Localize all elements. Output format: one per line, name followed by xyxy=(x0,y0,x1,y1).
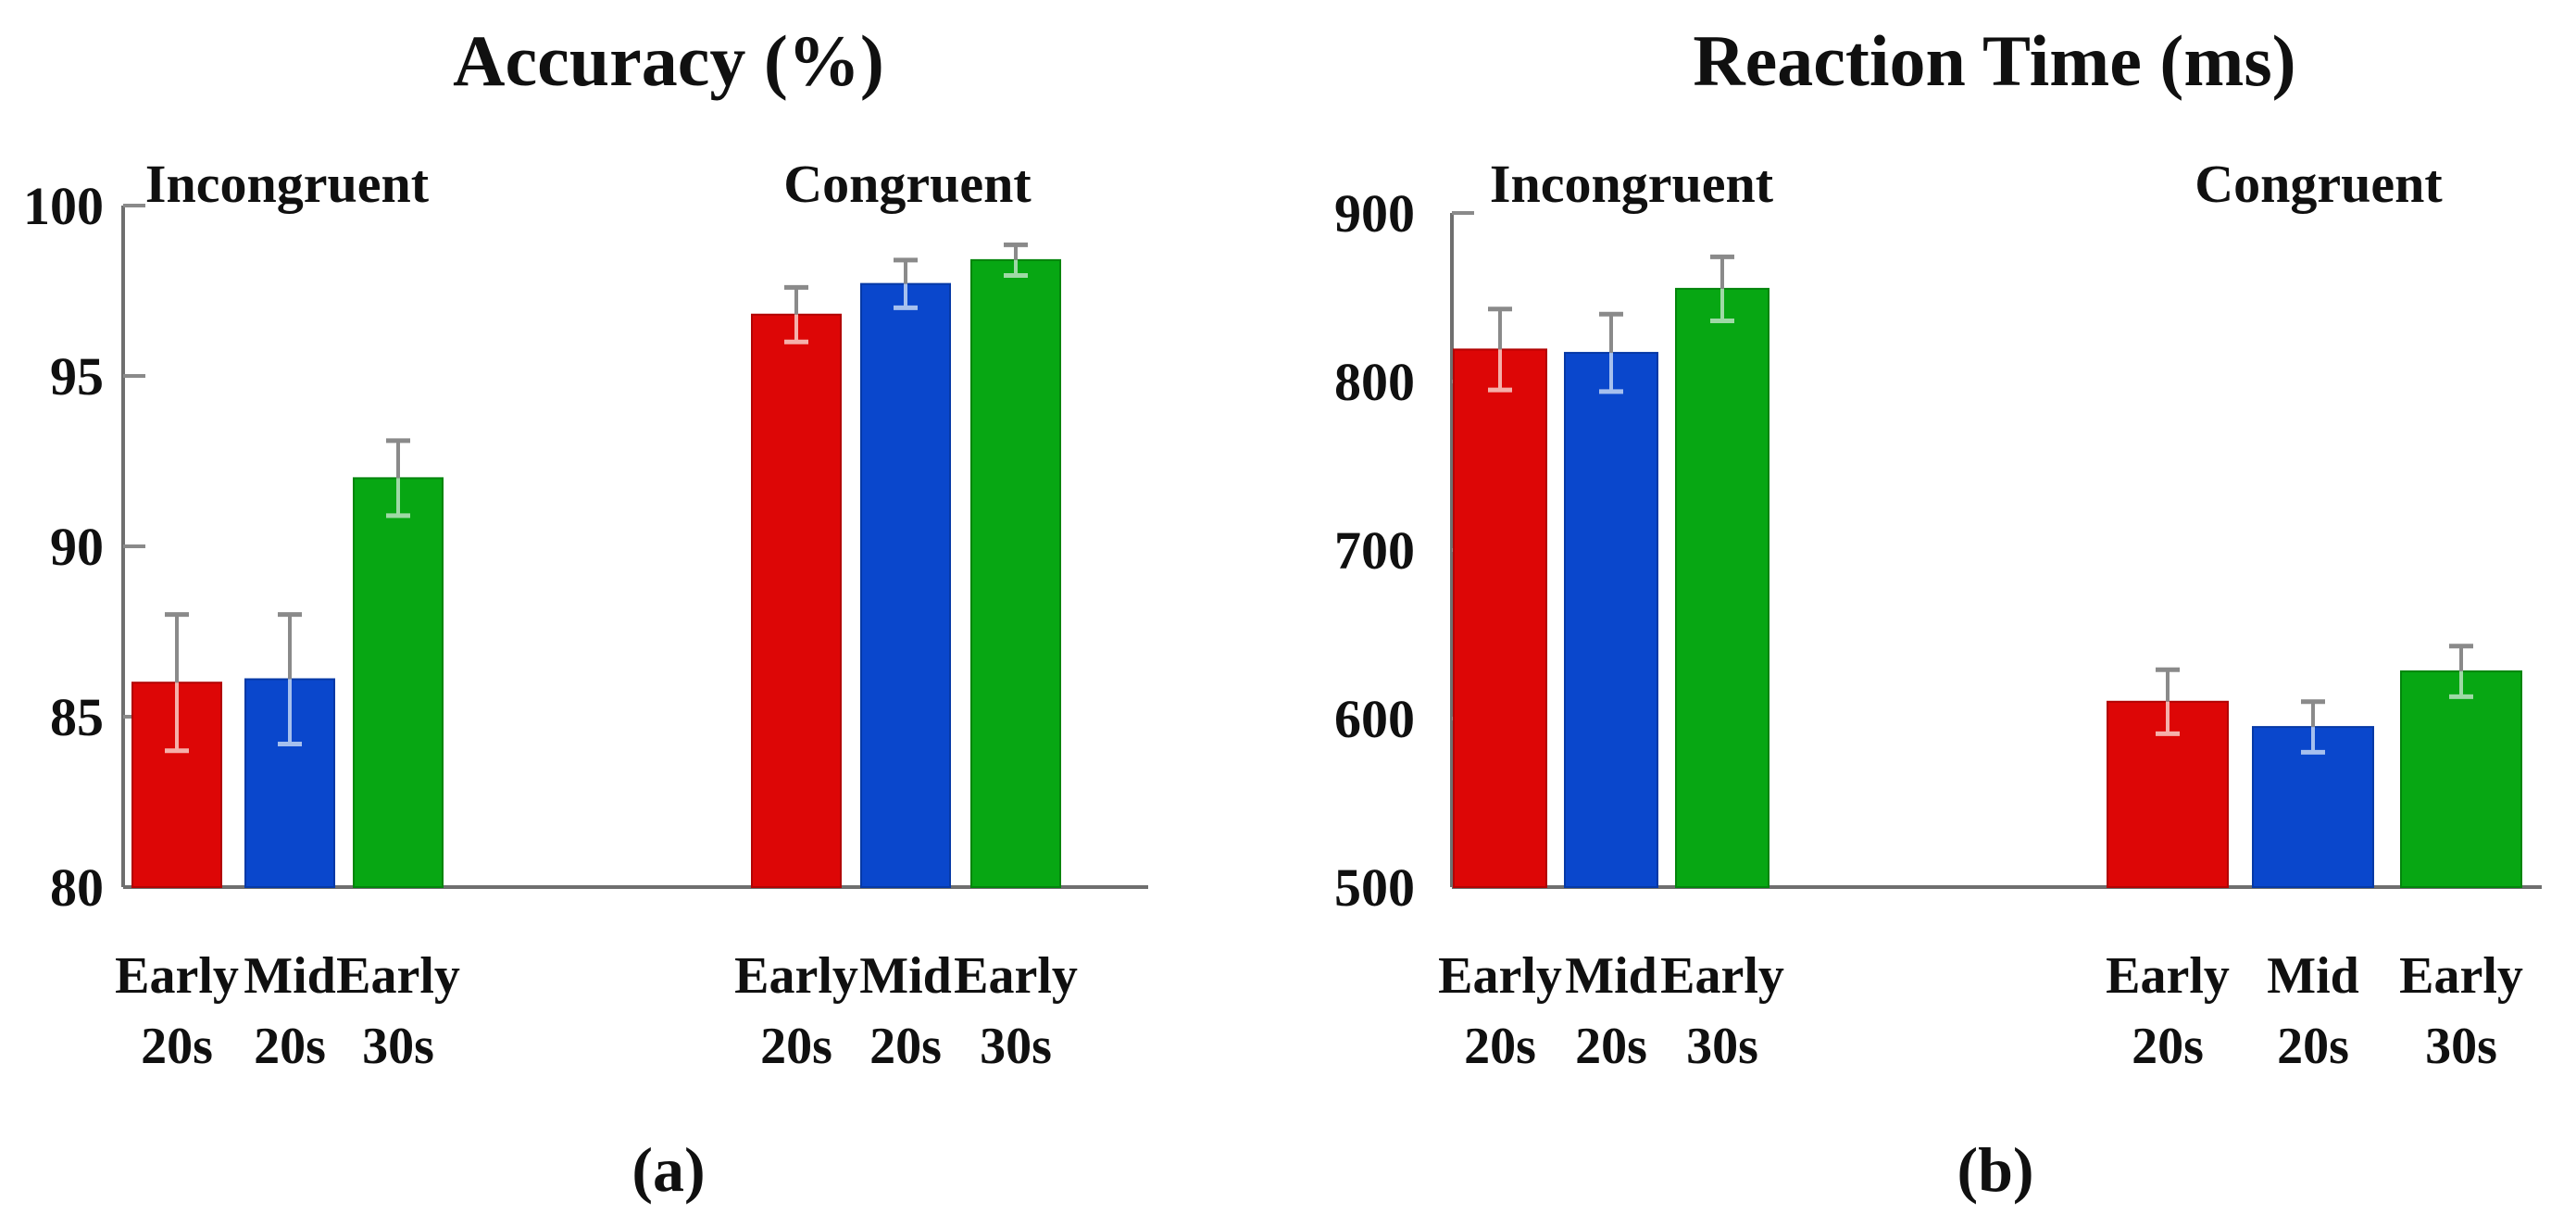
category-label-line2: 20s xyxy=(869,1018,942,1075)
bar-accuracy-incongruent-early-30s xyxy=(353,477,444,889)
category-label-line1: Mid xyxy=(859,947,952,1005)
category-label-line2: 20s xyxy=(760,1018,832,1075)
category-label-line2: 30s xyxy=(980,1018,1052,1075)
category-label-line1: Early xyxy=(1438,947,1562,1005)
category-label-line2: 20s xyxy=(254,1018,326,1075)
chart-b-group-congruent-label: Congruent xyxy=(2195,154,2443,214)
chart-b-bars: Early20sMid20sEarly30sEarly20sMid20sEarl… xyxy=(1438,254,2523,1075)
bar-reaction-time-incongruent-early-30s xyxy=(1675,287,1769,888)
bar-accuracy-congruent-early-20s xyxy=(751,313,842,888)
y-tick-label: 800 xyxy=(1334,352,1415,412)
category-label-line1: Mid xyxy=(1565,947,1657,1005)
category-label-line1: Mid xyxy=(244,947,336,1005)
bar-reaction-time-incongruent-early-20s xyxy=(1453,348,1547,889)
category-label-line2: 20s xyxy=(2277,1018,2349,1075)
category-label-line1: Early xyxy=(336,947,460,1005)
chart-a-caption: (a) xyxy=(631,1134,705,1205)
y-tick-label: 600 xyxy=(1334,689,1415,749)
category-label-line2: 30s xyxy=(1686,1018,1758,1075)
y-tick-label: 900 xyxy=(1334,183,1415,244)
category-label-line1: Mid xyxy=(2267,947,2359,1005)
y-tick-label: 80 xyxy=(50,857,104,918)
chart-b-group-incongruent-label: Incongruent xyxy=(1490,154,1774,214)
y-tick-label: 700 xyxy=(1334,520,1415,581)
category-label-line1: Early xyxy=(2106,947,2230,1005)
category-label-line2: 30s xyxy=(2425,1018,2497,1075)
category-label-line2: 20s xyxy=(1464,1018,1536,1075)
bar-accuracy-congruent-early-30s xyxy=(970,258,1061,888)
chart-a-bars: Early20sMid20sEarly30sEarly20sMid20sEarl… xyxy=(115,242,1078,1075)
y-tick-label: 100 xyxy=(23,176,104,236)
bar-reaction-time-congruent-early-30s xyxy=(2400,670,2522,888)
y-tick-label: 95 xyxy=(50,346,104,407)
category-label-line1: Early xyxy=(1660,947,1784,1005)
bar-accuracy-incongruent-early-20s xyxy=(131,682,222,889)
category-label-line1: Early xyxy=(2399,947,2523,1005)
category-label-line2: 20s xyxy=(2132,1018,2204,1075)
chart-b-title: Reaction Time (ms) xyxy=(1693,20,2295,101)
category-label-line1: Early xyxy=(954,947,1078,1005)
y-tick-label: 500 xyxy=(1334,857,1415,918)
category-label-line2: 20s xyxy=(1575,1018,1647,1075)
category-label-line2: 30s xyxy=(362,1018,434,1075)
chart-a-group-incongruent-label: Incongruent xyxy=(145,154,430,214)
category-label-line1: Early xyxy=(115,947,239,1005)
chart-a-group-congruent-label: Congruent xyxy=(783,154,1032,214)
y-tick-label: 90 xyxy=(50,517,104,577)
category-label-line1: Early xyxy=(734,947,858,1005)
y-tick-label: 85 xyxy=(50,687,104,747)
chart-b-caption: (b) xyxy=(1957,1134,2033,1205)
category-label-line2: 20s xyxy=(141,1018,213,1075)
chart-a-title: Accuracy (%) xyxy=(453,20,884,101)
bar-accuracy-congruent-mid-20s xyxy=(860,282,951,888)
bar-reaction-time-incongruent-mid-20s xyxy=(1564,352,1658,888)
